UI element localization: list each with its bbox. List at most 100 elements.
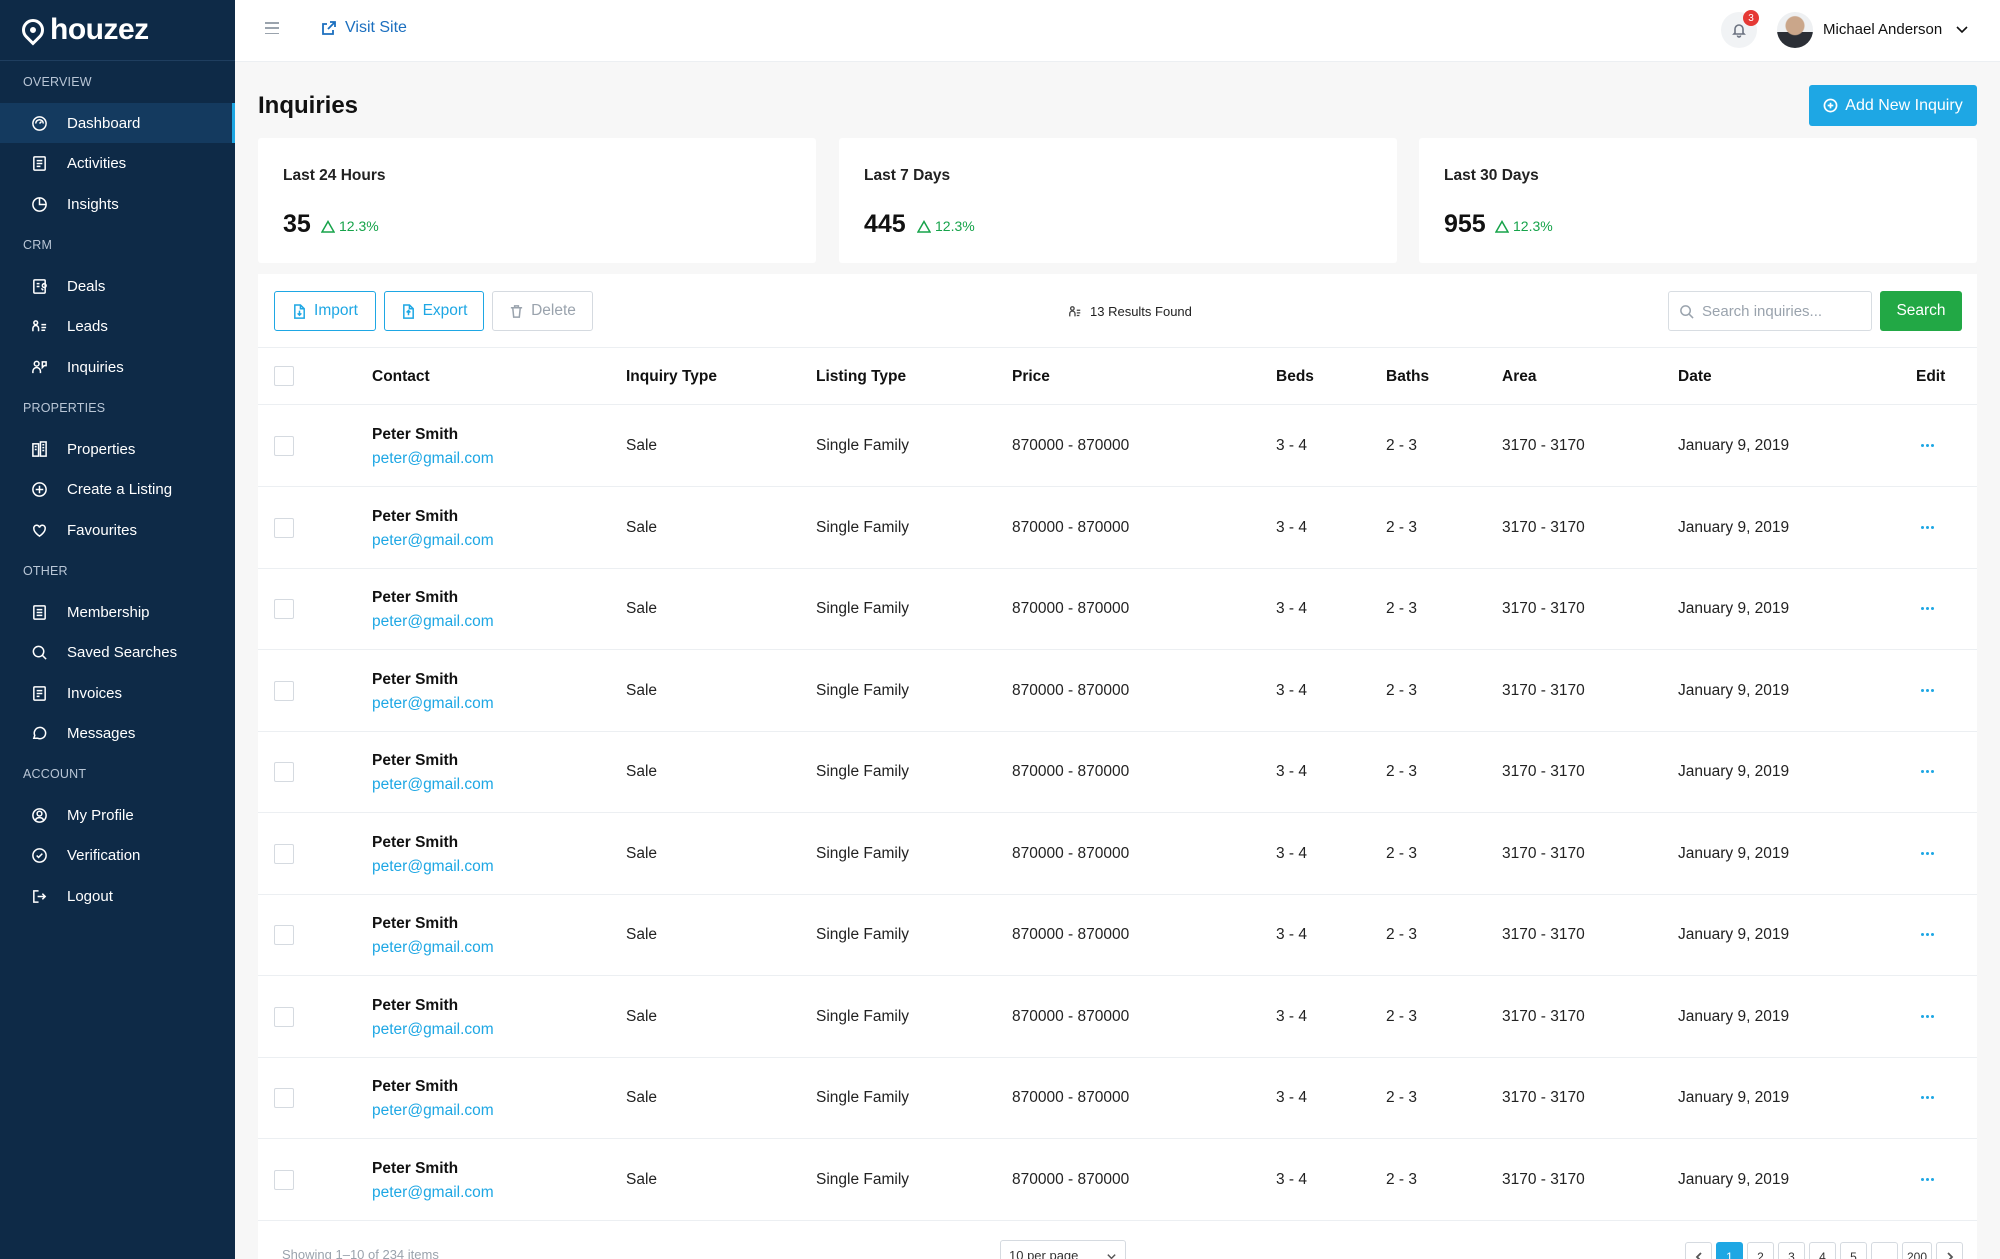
sidebar-item-properties[interactable]: Properties bbox=[0, 429, 235, 469]
results-count-text: 13 Results Found bbox=[1090, 304, 1192, 319]
sidebar-item-invoices[interactable]: Invoices bbox=[0, 673, 235, 713]
sidebar-item-label: Create a Listing bbox=[67, 481, 173, 498]
sidebar-item-inquiries[interactable]: Inquiries bbox=[0, 347, 235, 387]
sidebar-item-leads[interactable]: Leads bbox=[0, 307, 235, 347]
table-row[interactable]: Peter Smith peter@gmail.com Sale Single Fam… bbox=[258, 569, 1977, 650]
import-button[interactable]: Import bbox=[274, 291, 376, 331]
row-checkbox[interactable] bbox=[274, 843, 294, 864]
contact-email[interactable]: peter@gmail.com bbox=[372, 450, 494, 467]
more-options-icon[interactable] bbox=[1921, 688, 1934, 692]
col-price[interactable]: Price bbox=[1012, 368, 1050, 385]
col-baths[interactable]: Baths bbox=[1386, 368, 1430, 385]
contact-email[interactable]: peter@gmail.com bbox=[372, 939, 494, 956]
more-options-icon[interactable] bbox=[1921, 770, 1934, 773]
sidebar-item-logout[interactable]: Logout bbox=[0, 876, 235, 916]
page-button[interactable]: 2 bbox=[1747, 1242, 1774, 1259]
col-area[interactable]: Area bbox=[1502, 368, 1537, 385]
contact-email[interactable]: peter@gmail.com bbox=[372, 776, 494, 793]
page-button[interactable] bbox=[1871, 1242, 1898, 1259]
sidebar-item-activities[interactable]: Activities bbox=[0, 144, 235, 184]
cell-listing-type: Single Family bbox=[816, 926, 910, 943]
page-button[interactable]: 3 bbox=[1778, 1242, 1805, 1259]
more-options-icon[interactable] bbox=[1921, 933, 1934, 936]
next-page-button[interactable] bbox=[1936, 1242, 1963, 1259]
per-page-select[interactable]: 10 per page bbox=[1000, 1240, 1126, 1259]
stat-label: Last 30 Days bbox=[1444, 167, 1539, 184]
row-checkbox[interactable] bbox=[274, 925, 294, 945]
more-options-icon[interactable] bbox=[1921, 607, 1934, 610]
table-row[interactable]: Peter Smith peter@gmail.com Sale Single Fam… bbox=[258, 1140, 1977, 1221]
page-button[interactable]: 200 bbox=[1902, 1242, 1932, 1259]
delete-button[interactable]: Delete bbox=[492, 291, 593, 331]
contact-email[interactable]: peter@gmail.com bbox=[372, 613, 494, 630]
more-options-icon[interactable] bbox=[1921, 851, 1934, 855]
sidebar-item-messages[interactable]: Messages bbox=[0, 714, 235, 754]
chevron-down-icon[interactable] bbox=[1955, 22, 1969, 41]
cell-beds: 3 - 4 bbox=[1276, 518, 1308, 536]
more-options-icon[interactable] bbox=[1921, 1014, 1934, 1018]
row-checkbox[interactable] bbox=[274, 436, 294, 456]
col-contact[interactable]: Contact bbox=[372, 368, 430, 385]
notifications-button[interactable]: 3 bbox=[1721, 10, 1759, 48]
user-name[interactable]: Michael Anderson bbox=[1823, 21, 1943, 38]
avatar[interactable] bbox=[1777, 12, 1813, 48]
select-all-checkbox[interactable] bbox=[274, 366, 294, 386]
contact-email[interactable]: peter@gmail.com bbox=[372, 857, 494, 875]
sidebar-item-create-a-listing[interactable]: Create a Listing bbox=[0, 470, 235, 510]
sidebar-item-verification[interactable]: Verification bbox=[0, 836, 235, 876]
table-row[interactable]: Peter Smith peter@gmail.com Sale Single Fam… bbox=[258, 895, 1977, 976]
sidebar-item-saved-searches[interactable]: Saved Searches bbox=[0, 633, 235, 673]
col-inquiry-type[interactable]: Inquiry Type bbox=[626, 368, 718, 385]
stat-delta: 12.3% bbox=[321, 218, 379, 234]
row-checkbox[interactable] bbox=[274, 517, 294, 538]
table-row[interactable]: Peter Smith peter@gmail.com Sale Single Fam… bbox=[258, 488, 1977, 569]
row-checkbox[interactable] bbox=[274, 1088, 294, 1108]
table-row[interactable]: Peter Smith peter@gmail.com Sale Single Fam… bbox=[258, 651, 1977, 732]
menu-toggle-icon[interactable] bbox=[265, 22, 279, 34]
visit-site-link[interactable]: Visit Site bbox=[321, 19, 407, 37]
col-listing-type[interactable]: Listing Type bbox=[816, 368, 907, 385]
contact-email[interactable]: peter@gmail.com bbox=[372, 531, 494, 549]
add-new-inquiry-button[interactable]: Add New Inquiry bbox=[1809, 85, 1977, 126]
table-row[interactable]: Peter Smith peter@gmail.com Sale Single Fam… bbox=[258, 732, 1977, 813]
more-options-icon[interactable] bbox=[1921, 525, 1934, 529]
sidebar-item-membership[interactable]: Membership bbox=[0, 592, 235, 632]
sidebar-item-deals[interactable]: Deals bbox=[0, 266, 235, 306]
more-options-icon[interactable] bbox=[1921, 444, 1934, 447]
row-checkbox[interactable] bbox=[274, 599, 294, 619]
page-button[interactable]: 1 bbox=[1716, 1242, 1743, 1259]
contact-email[interactable]: peter@gmail.com bbox=[372, 1183, 494, 1201]
more-options-icon[interactable] bbox=[1921, 1177, 1934, 1181]
cell-area: 3170 - 3170 bbox=[1502, 1170, 1585, 1188]
table-row[interactable]: Peter Smith peter@gmail.com Sale Single Fam… bbox=[258, 977, 1977, 1058]
sidebar-item-favourites[interactable]: Favourites bbox=[0, 510, 235, 550]
table-row[interactable]: Peter Smith peter@gmail.com Sale Single Fam… bbox=[258, 1058, 1977, 1139]
col-beds[interactable]: Beds bbox=[1276, 368, 1314, 385]
row-checkbox[interactable] bbox=[274, 1169, 294, 1190]
col-date[interactable]: Date bbox=[1678, 368, 1712, 385]
page-button[interactable]: 5 bbox=[1840, 1242, 1867, 1259]
prev-page-button[interactable] bbox=[1685, 1242, 1712, 1259]
table-row[interactable]: Peter Smith peter@gmail.com Sale Single Fam… bbox=[258, 406, 1977, 487]
search-button[interactable]: Search bbox=[1880, 291, 1962, 331]
contact-email[interactable]: peter@gmail.com bbox=[372, 1020, 494, 1038]
row-checkbox[interactable] bbox=[274, 680, 294, 701]
add-new-inquiry-label: Add New Inquiry bbox=[1845, 96, 1963, 114]
sidebar-item-insights[interactable]: Insights bbox=[0, 184, 235, 224]
search-field[interactable] bbox=[1668, 291, 1872, 331]
sidebar-item-dashboard[interactable]: Dashboard bbox=[0, 103, 235, 143]
cell-baths: 2 - 3 bbox=[1386, 1007, 1418, 1025]
search-input[interactable] bbox=[1702, 302, 1862, 320]
triangle-up-icon bbox=[917, 219, 931, 233]
cell-inquiry-type: Sale bbox=[626, 600, 658, 617]
table-row[interactable]: Peter Smith peter@gmail.com Sale Single Fam… bbox=[258, 814, 1977, 895]
contact-email[interactable]: peter@gmail.com bbox=[372, 1102, 494, 1119]
row-checkbox[interactable] bbox=[274, 762, 294, 782]
page-button[interactable]: 4 bbox=[1809, 1242, 1836, 1259]
more-options-icon[interactable] bbox=[1921, 1096, 1934, 1099]
contact-email[interactable]: peter@gmail.com bbox=[372, 694, 494, 712]
sidebar-item-my-profile[interactable]: My Profile bbox=[0, 795, 235, 835]
logo[interactable]: houzez bbox=[0, 0, 235, 61]
row-checkbox[interactable] bbox=[274, 1006, 294, 1027]
export-button[interactable]: Export bbox=[384, 291, 484, 331]
